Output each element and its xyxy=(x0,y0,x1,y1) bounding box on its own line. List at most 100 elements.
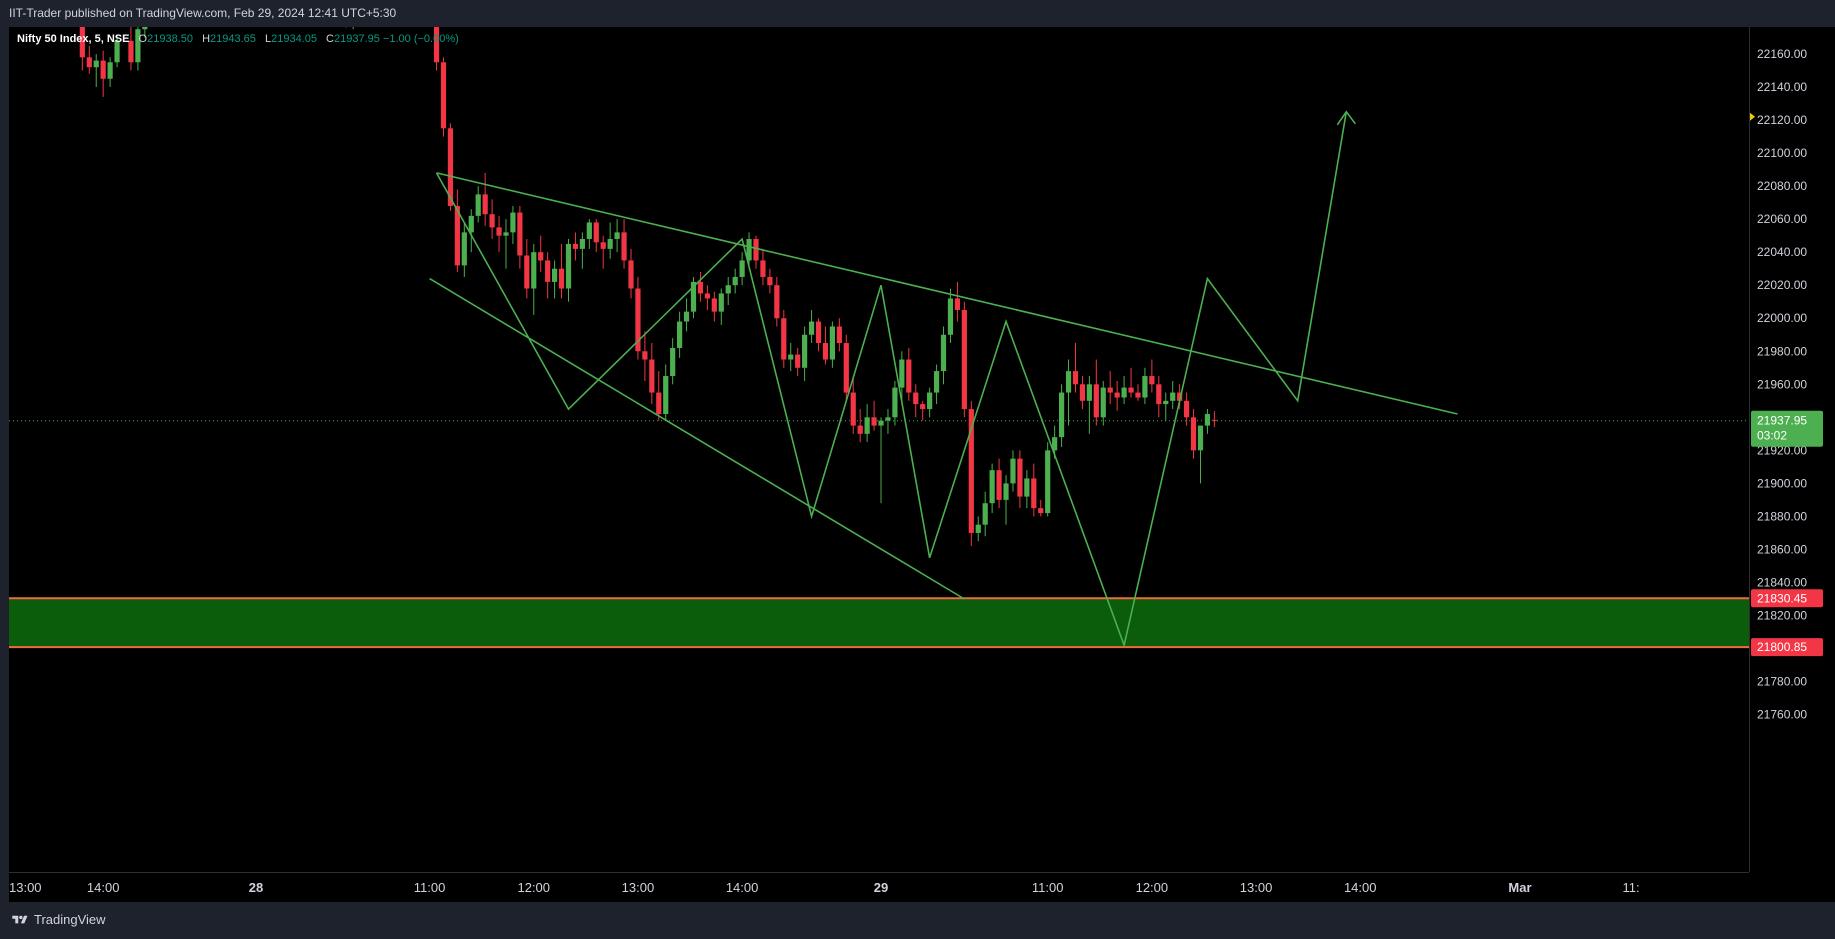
time-tick-label: 28 xyxy=(249,880,263,895)
candle xyxy=(677,311,683,358)
candle xyxy=(621,219,627,269)
candle-body xyxy=(1121,387,1127,398)
candle-body xyxy=(517,212,523,256)
lower-channel-line xyxy=(429,277,965,600)
candle-body xyxy=(697,281,704,294)
level-label: 21830.45 xyxy=(1757,591,1807,605)
time-tick-label: 12:00 xyxy=(1136,880,1169,895)
price-tick-label: 21840.00 xyxy=(1757,575,1807,589)
candle xyxy=(142,27,148,38)
candle-body xyxy=(947,298,954,335)
time-tick-label: 11: xyxy=(1623,880,1640,895)
candles-layer xyxy=(79,27,1217,547)
candle-body xyxy=(683,311,690,322)
candle-body xyxy=(781,318,787,360)
candle-body xyxy=(1177,392,1183,401)
candle xyxy=(961,301,967,418)
candle xyxy=(1156,376,1162,418)
candle xyxy=(683,298,690,332)
time-tick-label: 13:00 xyxy=(1240,880,1273,895)
candle xyxy=(545,252,551,299)
candle xyxy=(857,409,863,443)
level-badge xyxy=(1751,589,1823,608)
demand-zone-layer xyxy=(9,597,1749,649)
price-tick-label: 21820.00 xyxy=(1757,609,1807,623)
candle xyxy=(128,27,134,71)
candle xyxy=(954,281,961,322)
candle xyxy=(524,238,530,299)
candle xyxy=(670,338,676,385)
price-scale: 22160.00 22140.00 22120.00 22100.00 22080.00… xyxy=(1745,47,1823,722)
candle xyxy=(933,364,940,405)
candle xyxy=(440,57,447,137)
candle xyxy=(1093,359,1099,426)
open-label: O xyxy=(138,33,148,45)
candle-body xyxy=(1003,483,1009,500)
candle-body xyxy=(635,288,641,352)
candle-body xyxy=(1183,400,1190,418)
current-price-badge xyxy=(1751,410,1823,447)
candle-body xyxy=(454,205,460,266)
candle-body xyxy=(746,238,752,261)
candle-body xyxy=(524,255,530,289)
candle xyxy=(496,215,502,253)
chart-pane[interactable]: Nifty 50 Index, 5, NSE O21938.50 H21943.… xyxy=(9,27,1749,872)
candle xyxy=(760,248,766,286)
candle-body xyxy=(927,392,933,410)
candle xyxy=(517,205,523,269)
candle-body xyxy=(1114,392,1120,398)
candle xyxy=(850,376,856,434)
time-tick-label: 11:00 xyxy=(414,880,446,895)
candle-body xyxy=(1065,371,1072,393)
candle xyxy=(635,276,641,360)
candle xyxy=(558,243,565,299)
candle-body xyxy=(878,420,884,426)
candle xyxy=(135,27,141,71)
price-tick-label: 22000.00 xyxy=(1757,311,1807,325)
left-border xyxy=(0,27,9,902)
candle-body xyxy=(913,392,919,405)
tradingview-brand[interactable]: TradingView xyxy=(10,912,106,927)
candle xyxy=(899,351,905,401)
brand-text: TradingView xyxy=(34,912,106,927)
candle-body xyxy=(461,232,467,266)
candle-body xyxy=(732,276,738,286)
price-tick-label: 21760.00 xyxy=(1757,708,1807,722)
candle xyxy=(579,232,585,269)
candle xyxy=(1211,411,1217,428)
candle-body xyxy=(128,40,134,63)
candle-body xyxy=(447,128,454,206)
candle xyxy=(600,235,606,269)
price-tick-label: 21980.00 xyxy=(1757,344,1807,358)
candle-body xyxy=(593,222,599,243)
candle-body xyxy=(1128,387,1134,393)
candle xyxy=(996,458,1002,509)
candle xyxy=(614,219,620,253)
candle-body xyxy=(468,215,474,233)
candle xyxy=(107,57,113,88)
price-axis[interactable]: 22160.00 22140.00 22120.00 22100.00 22080.00… xyxy=(1745,27,1835,872)
candle xyxy=(1100,380,1106,426)
candle-body xyxy=(968,409,974,533)
candle-body xyxy=(815,321,822,344)
publish-info: IIT-Trader published on TradingView.com,… xyxy=(9,6,397,20)
candle-body xyxy=(614,232,620,239)
candle-body xyxy=(1170,392,1176,401)
candle-body xyxy=(940,334,947,372)
candle xyxy=(1128,367,1134,398)
time-tick-label: 13:00 xyxy=(9,880,42,895)
candle xyxy=(1017,450,1023,509)
price-tick-label: 22140.00 xyxy=(1757,80,1807,94)
candle xyxy=(345,27,347,28)
candle xyxy=(989,463,995,514)
zigzag-path xyxy=(435,111,1348,649)
time-axis[interactable]: 13:00 14:00 28 11:00 12:00 13:00 14:00 29 11:00 1… xyxy=(9,872,1749,903)
candle-body xyxy=(538,252,544,261)
price-tick-label: 22120.00 xyxy=(1757,113,1807,127)
candle xyxy=(1121,376,1127,405)
candle-body xyxy=(933,371,940,393)
candle-body xyxy=(975,524,981,533)
candle xyxy=(656,371,662,421)
candle xyxy=(947,288,954,344)
candle xyxy=(593,219,599,253)
